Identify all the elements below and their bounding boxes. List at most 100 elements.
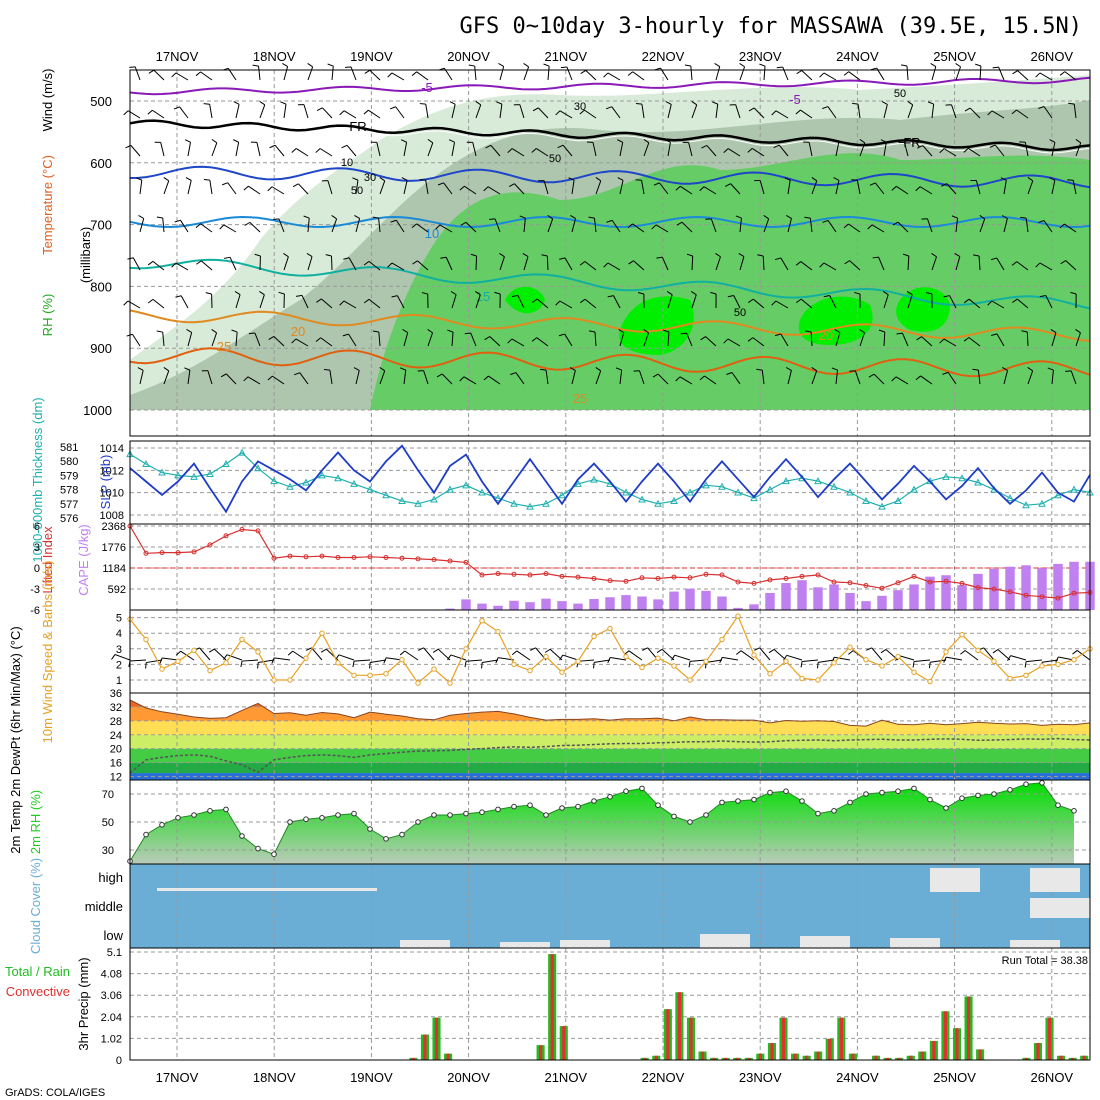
lifted-index-point [1055,595,1061,601]
thickness-point [398,496,406,504]
lifted-index-point [799,573,805,579]
upper-wind-barb-flag [498,63,504,67]
upper-wind-barb-flag [391,295,398,298]
precip-convective-bar [1082,1055,1086,1060]
upper-wind-barb-flag [372,216,379,219]
upper-wind-barb [1051,370,1054,385]
upper-wind-barb-flag [269,144,276,149]
upper-wind-barb [1075,142,1082,157]
upper-wind-barb [235,294,241,309]
upper-wind-barb-flag [833,177,840,181]
upper-wind-barb [395,106,405,119]
upper-wind-barb [690,66,693,81]
cape-axis-label: CAPE (J/kg) [76,524,91,596]
upper-wind-barb-flag [147,260,154,266]
upper-wind-barb [895,376,909,385]
date-label-bottom: 19NOV [350,1070,393,1085]
upper-wind-barb [994,144,1005,157]
upper-wind-barb [187,180,192,195]
upper-wind-barb [703,186,717,195]
upper-wind-barb [787,180,791,195]
thickness-tick-label: 578 [60,485,78,497]
upper-wind-barb [585,70,597,81]
upper-wind-barb-flag [484,336,490,341]
upper-wind-barb [667,294,673,309]
upper-wind-barb [301,295,309,309]
upper-wind-barb [303,104,309,119]
upper-wind-barb-flag [220,373,227,378]
thickness-point [526,502,534,510]
thickness-point [830,482,838,490]
upper-wind-barb-flag [1075,328,1081,334]
precip-convective-bar [689,1017,693,1060]
upper-wind-barb [225,373,237,385]
surface-wind-barb [562,654,579,661]
wind-axis-label: Wind (m/s) [40,69,55,132]
upper-wind-barb-flag [951,215,958,219]
lifted-index-point [255,528,261,534]
upper-wind-barb [1016,261,1029,271]
pressure-tick-label: 600 [90,156,112,171]
surface-wind-barb-flag [417,647,424,651]
upper-wind-barb [494,218,501,233]
surface-wind-barb [450,654,467,661]
upper-wind-barb [1043,106,1053,119]
upper-wind-barb [780,333,789,347]
upper-wind-barb [761,370,765,385]
precip-convective-bar [885,1057,890,1060]
rh-point [687,819,693,825]
lifted-index-point [543,571,549,577]
upper-wind-barb [907,255,910,271]
surface-wind-barb-flag [943,656,947,663]
upper-wind-barb [739,66,746,81]
upper-wind-barb [715,256,721,271]
lifted-index-point [271,555,277,561]
precip-convective-bar [793,1053,797,1060]
upper-wind-barb [443,182,453,195]
upper-wind-barb [679,376,693,385]
wind-speed-point [527,667,533,674]
upper-wind-barb [235,142,240,157]
upper-wind-barb-flag [339,300,345,306]
surface-wind-barb [834,656,851,661]
upper-wind-barb-flag [460,221,467,226]
upper-wind-barb [162,218,165,233]
upper-wind-barb-flag [1070,291,1077,295]
wind-speed-point [351,672,357,679]
pressure-tick-label: 900 [90,341,112,356]
cape-tick-label: 1776 [102,542,126,554]
cape-bar [1069,561,1079,610]
li-tick-label: 6 [34,521,40,533]
upper-wind-barb-flag [345,66,352,68]
surface-wind-barb-flag [1072,650,1078,655]
upper-wind-barb-flag [464,332,471,335]
upper-wind-barb-flag [916,336,922,341]
wind-tick-label: 4 [116,628,122,640]
upper-wind-barb [391,72,405,81]
cloud-panel: high middle low Cloud Cover (%) [28,858,1091,954]
upper-wind-barb-flag [186,329,192,333]
date-label-top: 17NOV [156,49,199,64]
upper-wind-barb [871,224,885,233]
upper-wind-barb-flag [603,262,609,268]
upper-wind-barb-flag [603,72,609,78]
upper-wind-barb [854,370,861,385]
upper-wind-barb-flag [979,214,985,220]
upper-wind-barb [955,256,961,271]
lifted-index-point [159,550,165,556]
upper-wind-barb-flag [511,294,518,298]
precip-tick-label: 2.04 [101,1012,122,1024]
upper-wind-barb [955,66,962,81]
upper-wind-barb-flag [748,107,755,112]
wind-speed-point [719,636,725,643]
upper-wind-barb-flag [402,329,408,333]
precip-tick-label: 1.02 [101,1033,122,1045]
lifted-index-point [623,578,629,584]
upper-wind-barb-flag [294,372,300,376]
upper-wind-barb [331,218,338,233]
upper-wind-barb-flag [540,368,547,371]
upper-wind-barb [475,294,481,309]
upper-wind-barb-flag [296,294,303,297]
high-cloud [930,868,980,892]
upper-wind-barb-flag [795,261,802,266]
